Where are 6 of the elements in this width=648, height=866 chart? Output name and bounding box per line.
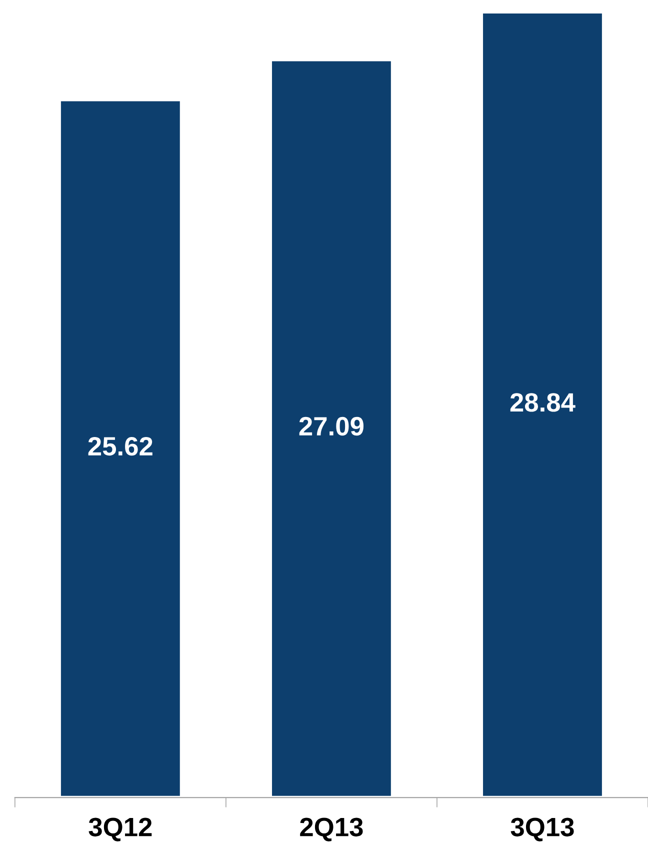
x-tick-label: 3Q12 [88, 818, 152, 842]
data-label: 27.09 [299, 416, 364, 436]
data-label: 28.84 [510, 393, 576, 412]
x-tick-label: 3Q13 [510, 818, 574, 842]
data-label: 25.62 [88, 436, 152, 456]
x-tick-label: 2Q13 [300, 818, 363, 842]
